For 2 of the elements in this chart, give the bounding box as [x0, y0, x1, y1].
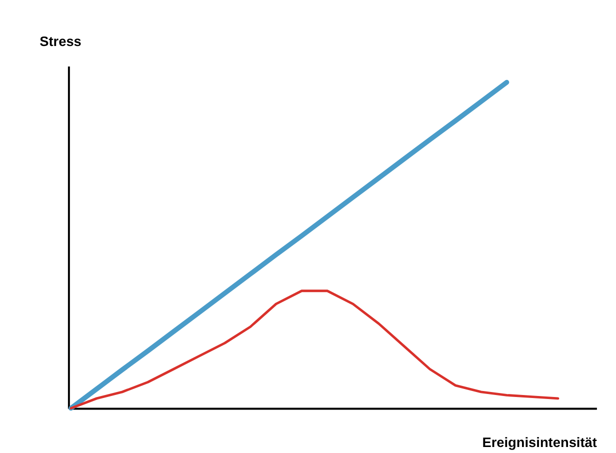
- x-axis-title: Ereignisintensität: [482, 434, 598, 450]
- y-axis-title: Stress: [40, 34, 82, 49]
